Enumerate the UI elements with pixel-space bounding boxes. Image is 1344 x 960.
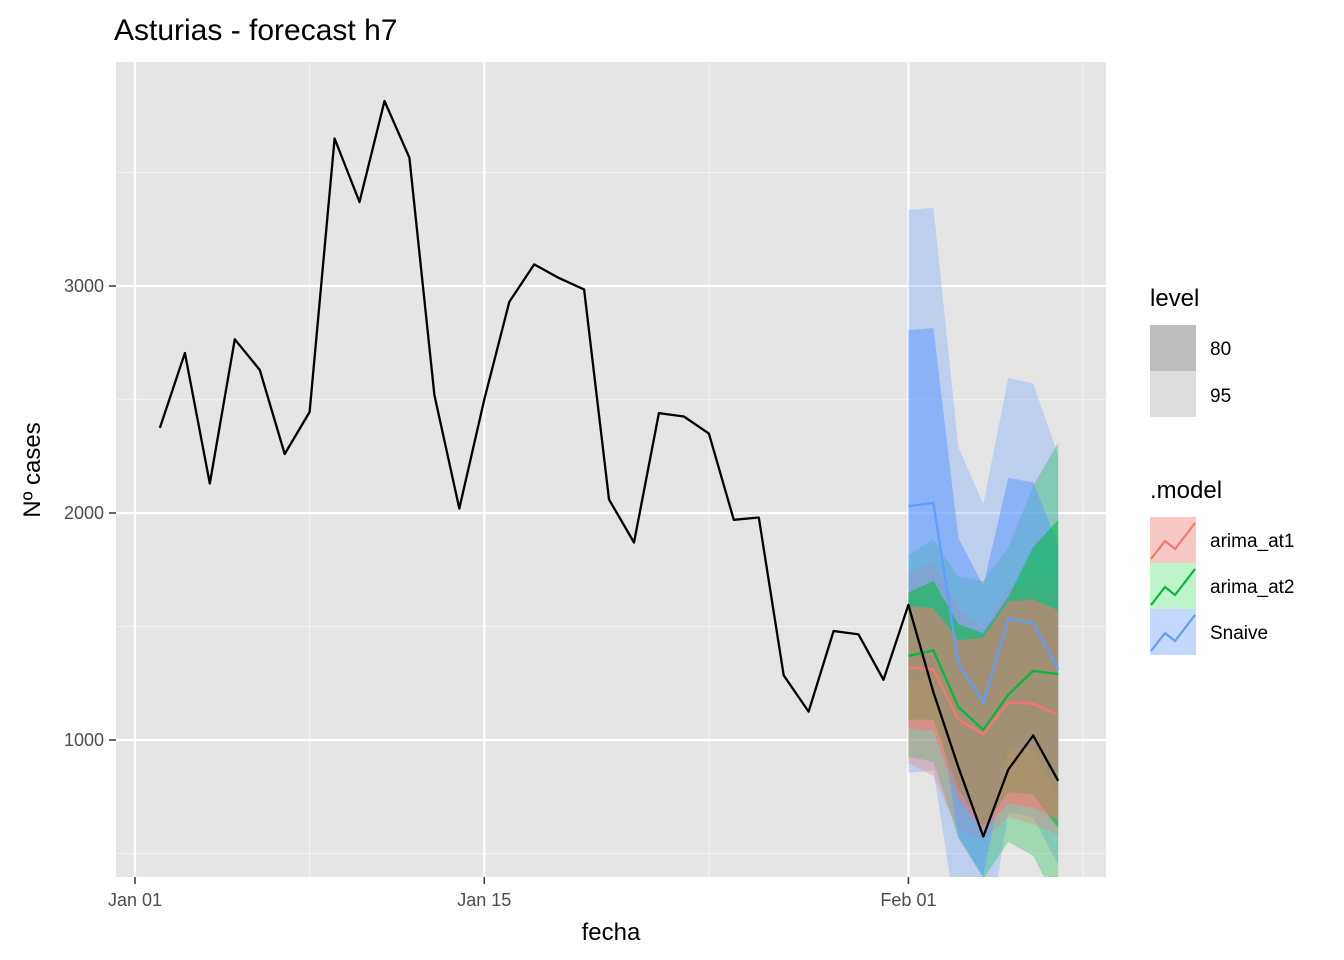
chart-title: Asturias - forecast h7 bbox=[114, 14, 397, 47]
legend-model-keys: arima_at1 arima_at2 Snaive bbox=[1150, 517, 1295, 655]
legend-key-95 bbox=[1150, 371, 1196, 417]
x-axis-title: fecha bbox=[582, 919, 641, 946]
forecast-means bbox=[908, 501, 1060, 736]
legend-key-line-Snaive bbox=[1150, 614, 1196, 652]
legend-key-arima_at2 bbox=[1150, 563, 1196, 609]
forecast-line-Snaive bbox=[908, 501, 1060, 706]
x-tick-label: Jan 15 bbox=[457, 890, 511, 910]
legend-label-arima_at2: arima_at2 bbox=[1210, 577, 1295, 598]
x-tick-label: Jan 01 bbox=[108, 890, 162, 910]
grid-minor bbox=[116, 62, 1106, 877]
x-tick-label: Feb 01 bbox=[880, 890, 936, 910]
legend: level 80 95 .model arima_at1 arima_at2 Sna… bbox=[1150, 285, 1295, 655]
y-tick-label: 3000 bbox=[64, 276, 104, 296]
legend-key-line-arima_at1 bbox=[1150, 522, 1196, 560]
legend-label-80: 80 bbox=[1210, 339, 1231, 360]
forecast-line-arima_at2 bbox=[908, 648, 1059, 732]
legend-key-Snaive bbox=[1150, 609, 1196, 655]
x-axis: Jan 01 Jan 15 Feb 01 bbox=[108, 877, 936, 910]
y-tick-label: 2000 bbox=[64, 503, 104, 523]
y-axis-title: Nº cases bbox=[19, 422, 46, 517]
forecast-line-arima_at1 bbox=[908, 666, 1059, 736]
legend-label-95: 95 bbox=[1210, 386, 1231, 407]
history-line bbox=[158, 99, 1060, 838]
legend-level-title: level bbox=[1150, 285, 1199, 312]
legend-key-arima_at1 bbox=[1150, 517, 1196, 563]
legend-model-title: .model bbox=[1150, 477, 1222, 504]
y-tick-label: 1000 bbox=[64, 730, 104, 750]
band-80-arima_at1 bbox=[908, 599, 1059, 831]
legend-key-80 bbox=[1150, 325, 1196, 371]
legend-label-arima_at1: arima_at1 bbox=[1210, 531, 1295, 552]
legend-key-line-arima_at2 bbox=[1150, 568, 1196, 606]
y-axis: 1000 2000 3000 bbox=[64, 276, 116, 750]
legend-label-Snaive: Snaive bbox=[1210, 623, 1268, 644]
history-series bbox=[158, 99, 1060, 838]
